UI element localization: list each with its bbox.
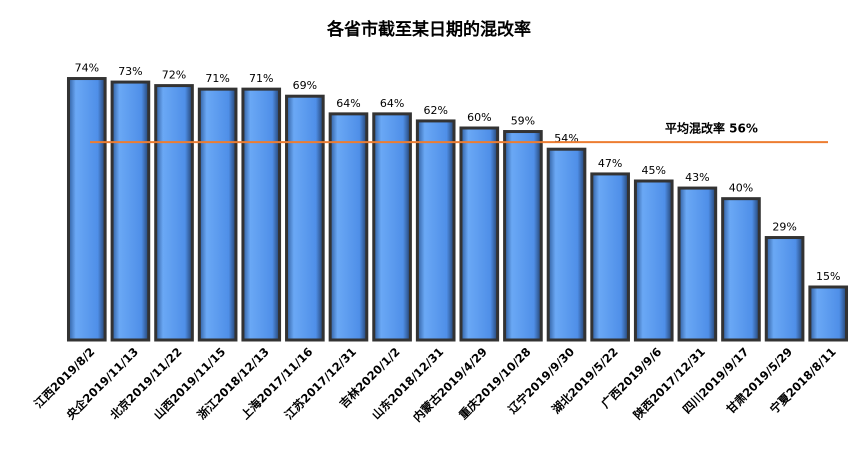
value-label: 73% [118,65,142,78]
bar [546,147,587,342]
bar [197,87,238,342]
value-label: 71% [205,72,229,85]
value-label: 54% [554,132,578,145]
value-label: 72% [162,69,186,82]
bar [677,186,718,342]
bar [372,112,412,342]
bar [503,130,543,342]
x-tick-label: 内蒙古2019/4/29 [410,345,490,425]
bar [154,84,194,342]
bar [415,119,456,342]
bar [590,172,630,342]
bar [459,126,500,342]
bar [66,77,107,342]
value-label: 59% [511,115,535,128]
value-label: 60% [467,111,491,124]
bar [808,285,849,342]
value-label: 74% [75,62,99,75]
value-label: 43% [685,171,709,184]
bar [285,94,325,342]
value-label: 45% [642,164,666,177]
bar [241,87,282,342]
bar [633,179,674,342]
value-label: 62% [423,104,447,117]
bar [328,112,369,342]
value-label: 40% [729,182,753,195]
bar [721,197,761,342]
bar [110,80,151,342]
value-label: 64% [380,97,404,110]
value-label: 71% [249,72,273,85]
chart-title: 各省市截至某日期的混改率 [326,19,531,40]
value-label: 29% [772,221,796,234]
value-label: 15% [816,270,840,283]
value-label: 47% [598,157,622,170]
bar [764,236,805,342]
average-label: 平均混改率 56% [665,121,758,136]
value-label: 64% [336,97,360,110]
value-label: 69% [293,79,317,92]
